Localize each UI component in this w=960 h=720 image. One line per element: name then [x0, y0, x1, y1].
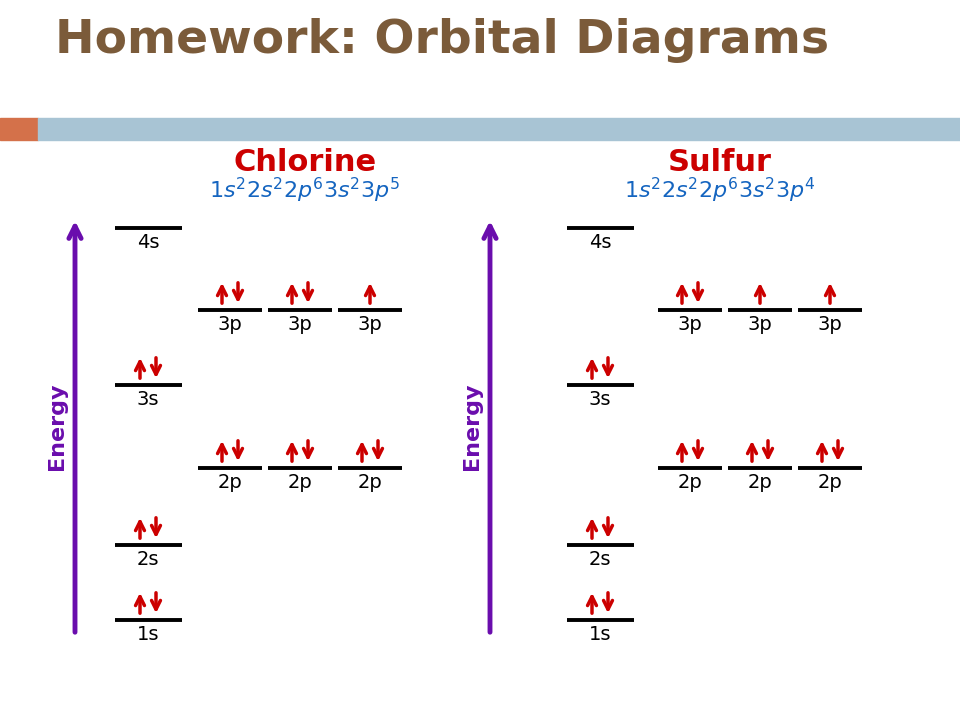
Text: 3p: 3p [288, 315, 312, 334]
Text: 3p: 3p [818, 315, 842, 334]
Text: 3s: 3s [136, 390, 159, 409]
Text: 3s: 3s [588, 390, 612, 409]
Text: Sulfur: Sulfur [668, 148, 772, 177]
Text: 2p: 2p [288, 473, 312, 492]
Text: 2p: 2p [218, 473, 242, 492]
Bar [0, 118, 38, 140]
Text: 3p: 3p [218, 315, 242, 334]
Text: 4s: 4s [136, 233, 159, 252]
Text: Homework: Orbital Diagrams: Homework: Orbital Diagrams [55, 18, 829, 63]
Text: 2s: 2s [588, 550, 612, 569]
Text: 3p: 3p [678, 315, 703, 334]
Text: 3p: 3p [358, 315, 382, 334]
Text: 2p: 2p [678, 473, 703, 492]
Text: 3p: 3p [748, 315, 773, 334]
Text: 1s: 1s [136, 625, 159, 644]
Text: 4s: 4s [588, 233, 612, 252]
Text: 2p: 2p [818, 473, 842, 492]
Text: Energy: Energy [462, 383, 482, 470]
Text: 2p: 2p [748, 473, 773, 492]
Text: $1s^22s^22p^63s^23p^4$: $1s^22s^22p^63s^23p^4$ [624, 176, 816, 205]
Text: Energy: Energy [47, 383, 67, 470]
Text: Chlorine: Chlorine [233, 148, 376, 177]
Bar [38, 118, 960, 140]
Text: 2p: 2p [358, 473, 382, 492]
Text: 1s: 1s [588, 625, 612, 644]
Text: 2s: 2s [136, 550, 159, 569]
Text: $1s^22s^22p^63s^23p^5$: $1s^22s^22p^63s^23p^5$ [209, 176, 400, 205]
